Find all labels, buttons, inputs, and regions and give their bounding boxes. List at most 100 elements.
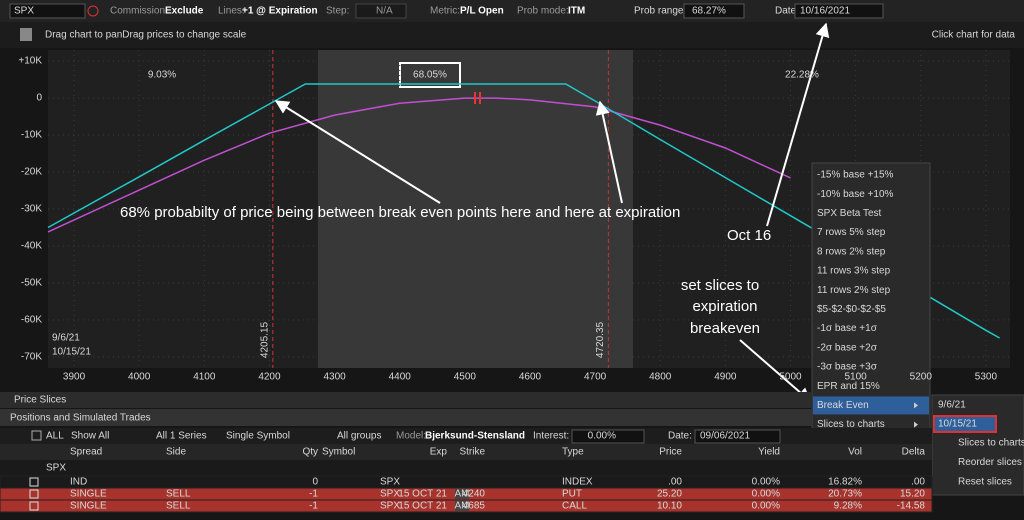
date-box[interactable]	[694, 429, 781, 444]
menu-item[interactable]: SPX Beta Test	[817, 208, 882, 219]
column-header[interactable]: Exp	[430, 447, 448, 458]
menu-item[interactable]: $5-$2-$0-$2-$5	[817, 304, 886, 315]
cell[interactable]: 0.00%	[752, 501, 780, 512]
value[interactable]: ALL	[46, 431, 64, 442]
column-header[interactable]: Yield	[758, 447, 780, 458]
cell[interactable]: .00	[911, 477, 925, 488]
value[interactable]: 0.00%	[588, 431, 616, 442]
value[interactable]: Show All	[71, 431, 109, 442]
cell[interactable]: AM	[455, 489, 470, 500]
cell[interactable]: -1	[309, 501, 318, 512]
cell[interactable]: .00	[668, 477, 682, 488]
menu-item[interactable]: -2σ base +2σ	[817, 342, 878, 353]
step-box[interactable]	[355, 3, 407, 19]
value[interactable]: ITM	[568, 6, 585, 17]
arrow	[595, 100, 623, 204]
cell[interactable]: 16.82%	[828, 477, 862, 488]
menu-item[interactable]: -3σ base +3σ	[817, 362, 878, 373]
value[interactable]: +1 @ Expiration	[242, 6, 318, 17]
cell[interactable]: 10.10	[657, 501, 682, 512]
cell[interactable]: SINGLE	[70, 501, 107, 512]
value[interactable]: N/A	[376, 6, 393, 17]
label: Date:	[668, 431, 692, 442]
cell[interactable]: AM	[455, 501, 470, 512]
cell[interactable]: SPX	[380, 489, 400, 500]
section-title[interactable]: Price Slices	[14, 395, 66, 406]
cell[interactable]: SINGLE	[70, 489, 107, 500]
value[interactable]: Single Symbol	[226, 431, 290, 442]
column-header[interactable]: Qty	[302, 447, 318, 458]
cell[interactable]: 0.00%	[752, 489, 780, 500]
column-header[interactable]: Price	[659, 447, 682, 458]
symbol[interactable]: SPX	[14, 6, 34, 17]
cell[interactable]: SPX	[380, 477, 400, 488]
checkbox[interactable]	[29, 501, 39, 511]
submenu-item[interactable]: Slices to charts	[958, 438, 1024, 449]
cell[interactable]: 15 OCT 21	[398, 489, 447, 500]
menu-item[interactable]: -15% base +15%	[817, 170, 894, 181]
column-header[interactable]: Vol	[848, 447, 862, 458]
column-header[interactable]: Delta	[902, 447, 926, 458]
annotation: expiration	[692, 298, 757, 315]
alert-icon[interactable]	[87, 5, 99, 17]
cell[interactable]: -14.58	[897, 501, 926, 512]
menu-item[interactable]: 7 rows 5% step	[817, 227, 886, 238]
column-header[interactable]: Side	[166, 447, 186, 458]
cell[interactable]: CALL	[562, 501, 587, 512]
column-header[interactable]: Strike	[459, 447, 485, 458]
cell[interactable]: -1	[309, 489, 318, 500]
menu-item[interactable]: Slices to charts	[817, 419, 885, 430]
cell[interactable]: 25.20	[657, 489, 682, 500]
cell[interactable]: INDEX	[562, 477, 593, 488]
group-row	[0, 460, 932, 476]
value[interactable]: Exclude	[165, 6, 204, 17]
menu-item[interactable]: 11 rows 3% step	[817, 266, 891, 277]
submenu-date[interactable]: 9/6/21	[938, 400, 966, 411]
chart-icon[interactable]	[20, 28, 32, 41]
value[interactable]: P/L Open	[460, 6, 504, 17]
menu-item[interactable]: -1σ base +1σ	[817, 323, 878, 334]
checkbox[interactable]	[31, 430, 42, 441]
column-header[interactable]: Symbol	[322, 447, 355, 458]
submenu-date[interactable]: 10/15/21	[938, 419, 977, 430]
prob-range-box[interactable]	[683, 3, 745, 19]
cell[interactable]: 0.00%	[752, 477, 780, 488]
cell[interactable]: 15 OCT 21	[398, 501, 447, 512]
value[interactable]: All 1 Series	[156, 431, 207, 442]
submenu-item[interactable]: Reset slices	[958, 477, 1012, 488]
label: Prob mode:	[517, 6, 569, 17]
menu-item[interactable]: 11 rows 2% step	[817, 285, 891, 296]
cell[interactable]: 0	[312, 477, 318, 488]
date-box[interactable]	[794, 3, 884, 19]
menu-item[interactable]: Break Even	[817, 400, 869, 411]
cell[interactable]: 20.73%	[828, 489, 862, 500]
menu-item[interactable]: 8 rows 2% step	[817, 246, 886, 257]
checkbox[interactable]	[29, 477, 39, 487]
table: Spread Side Qty Symbol Exp Strike Type Price Yie…	[0, 447, 933, 513]
cell[interactable]: PUT	[562, 489, 582, 500]
symbol-box[interactable]	[9, 3, 86, 19]
cell[interactable]: SELL	[166, 501, 191, 512]
cell[interactable]: IND	[70, 477, 87, 488]
checkbox[interactable]	[29, 489, 39, 499]
submenu-item[interactable]: Reorder slices by	[958, 457, 1024, 468]
value[interactable]: 10/16/2021	[800, 6, 850, 17]
group[interactable]: SPX	[46, 463, 66, 474]
badge	[455, 489, 469, 499]
menu-item[interactable]: -10% base +10%	[817, 189, 894, 200]
section-bar[interactable]	[0, 392, 812, 408]
value[interactable]: Bjerksund-Stensland	[425, 431, 525, 442]
interest-box[interactable]	[571, 429, 645, 444]
cell[interactable]: SPX	[380, 501, 400, 512]
cell[interactable]: 4240	[463, 489, 486, 500]
cell[interactable]: 4685	[463, 501, 486, 512]
column-header[interactable]: Type	[562, 447, 584, 458]
cell[interactable]: 15.20	[900, 489, 925, 500]
value[interactable]: 68.27%	[692, 6, 726, 17]
value[interactable]: All groups	[337, 431, 381, 442]
value[interactable]: 09/06/2021	[700, 431, 750, 442]
menu-item[interactable]: EPR and 15%	[817, 381, 880, 392]
cell[interactable]: 9.28%	[834, 501, 862, 512]
cell[interactable]: SELL	[166, 489, 191, 500]
column-header[interactable]: Spread	[70, 447, 102, 458]
